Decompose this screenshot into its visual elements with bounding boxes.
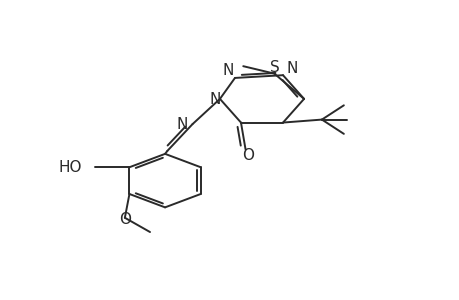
Text: O: O — [241, 148, 253, 163]
Text: S: S — [270, 60, 280, 75]
Text: HO: HO — [59, 160, 82, 175]
Text: N: N — [176, 117, 188, 132]
Text: O: O — [118, 212, 130, 227]
Text: N: N — [286, 61, 297, 76]
Text: N: N — [209, 92, 221, 107]
Text: N: N — [222, 63, 233, 78]
